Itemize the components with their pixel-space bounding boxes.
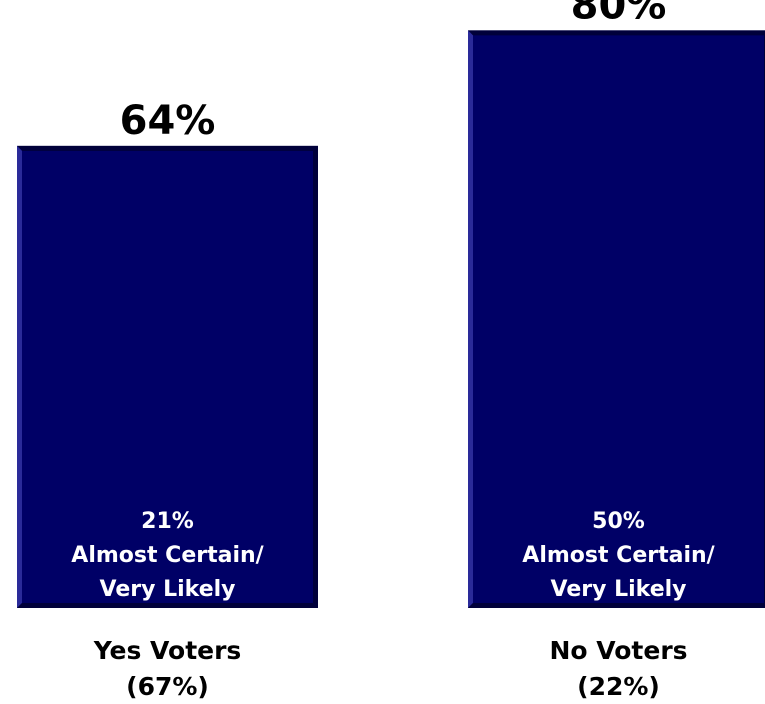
category-label-1-2: (67%) [126,672,209,701]
bars-layer [17,30,765,609]
bar-bevel-left [17,145,22,609]
labels-layer: 64% 21% Almost Certain/Very Likely Yes Vote… [71,0,715,701]
bar-body [17,145,318,609]
category-label-1-1: Yes Voters [93,636,242,665]
inner-label-1-1: 21% [141,509,194,534]
bar-bevel-top [468,30,765,36]
bar-bevel-top [17,145,318,151]
bar-bevel-bottom [468,603,765,608]
bar-bevel-left [468,30,473,608]
inner-label-2-2: Almost Certain/ [522,543,715,568]
category-label-2-1: No Voters [549,636,687,665]
bar-bevel-right [313,145,318,609]
bar-bevel-bottom [17,603,318,608]
value-label-2: 80% [571,0,667,28]
bar-1 [17,145,318,609]
bar-2 [468,30,765,608]
inner-label-2-1: 50% [592,509,645,534]
category-label-2-2: (22%) [577,672,660,701]
inner-label-2-3: Very Likely [551,577,687,602]
inner-label-1-3: Very Likely [100,577,236,602]
inner-label-1-2: Almost Certain/ [71,543,264,568]
value-label-1: 64% [120,98,216,144]
bar-body [468,30,765,608]
